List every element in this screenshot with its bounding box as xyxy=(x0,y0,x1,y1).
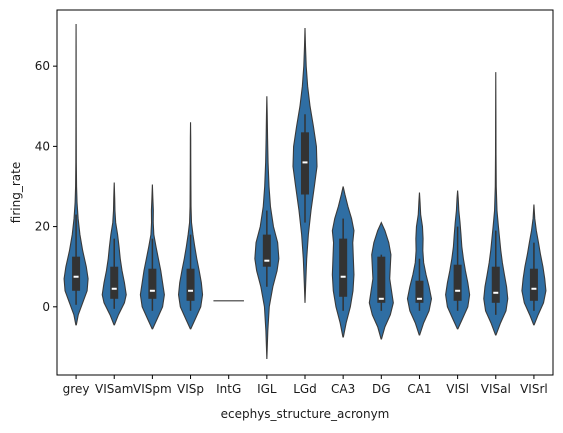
x-tick-label: IntG xyxy=(216,382,241,396)
violin-iqr-box xyxy=(529,268,538,301)
x-axis-label: ecephys_structure_acronym xyxy=(221,407,390,421)
violin-body xyxy=(63,24,89,326)
violin-iqr-box xyxy=(148,268,157,299)
violin-iqr-box xyxy=(110,266,119,299)
violin-iqr-box xyxy=(339,238,348,297)
y-tick-label: 40 xyxy=(35,139,50,153)
x-tick-label: VISal xyxy=(481,382,511,396)
y-axis: 0 20 40 60 xyxy=(35,59,57,314)
violin-iqr-box xyxy=(377,256,386,303)
violin-ca3 xyxy=(331,186,355,338)
x-tick-label: VISam xyxy=(95,382,133,396)
x-tick-label: IGL xyxy=(257,382,277,396)
violin-ca1 xyxy=(406,192,433,336)
violin-iqr-box xyxy=(72,256,81,291)
x-tick-label: VISrl xyxy=(520,382,548,396)
x-tick-label: CA1 xyxy=(407,382,431,396)
y-tick-label: 0 xyxy=(42,300,50,314)
x-tick-label: LGd xyxy=(293,382,317,396)
violin-lgd xyxy=(292,28,318,303)
violin-dg xyxy=(368,221,394,340)
violin-iqr-box xyxy=(301,132,309,195)
x-tick-label: CA3 xyxy=(331,382,355,396)
violin-igl xyxy=(254,96,280,359)
violin-visrl xyxy=(521,204,547,326)
violin-iqr-box xyxy=(186,268,195,301)
x-tick-label: VISpm xyxy=(133,382,172,396)
violin-grey xyxy=(63,24,89,326)
violin-iqr-box xyxy=(262,234,271,267)
violin-visl xyxy=(445,190,471,330)
violin-iqr-box xyxy=(415,280,424,303)
violin-vispm xyxy=(139,184,165,330)
y-tick-label: 20 xyxy=(35,220,50,234)
violin-iqr-box xyxy=(453,264,462,301)
y-axis-label: firing_rate xyxy=(9,162,23,223)
violin-visal xyxy=(483,72,509,336)
violin-visam xyxy=(101,182,127,326)
violin-body xyxy=(483,72,509,336)
x-tick-label: VISl xyxy=(446,382,469,396)
y-tick-label: 60 xyxy=(35,59,50,73)
violin-layer xyxy=(63,24,547,359)
x-tick-label: VISp xyxy=(177,382,204,396)
x-axis: grey VISam VISpm VISp IntG IGL LGd CA3 DG CA1 VISl… xyxy=(63,375,548,396)
x-tick-label: DG xyxy=(372,382,391,396)
violin-body xyxy=(177,122,204,330)
violin-iqr-box xyxy=(491,266,500,303)
x-tick-label: grey xyxy=(63,382,90,396)
violin-visp xyxy=(177,122,204,330)
